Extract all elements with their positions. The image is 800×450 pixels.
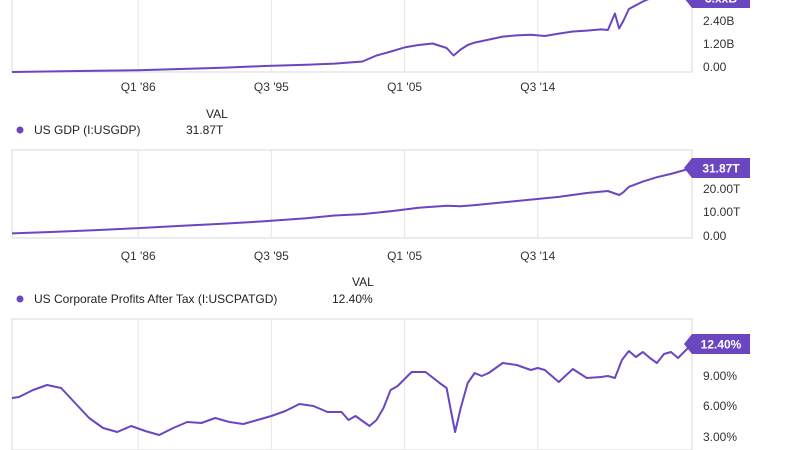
legend-series-name: US GDP (I:USGDP) [34, 123, 140, 137]
legend-series-name: US Corporate Profits After Tax (I:USCPAT… [34, 292, 277, 306]
y-tick-label: 1.20B [703, 37, 734, 51]
y-tick-label: 0.00 [703, 60, 727, 74]
x-tick-label: Q1 '05 [387, 249, 422, 263]
y-tick-label: 6.00% [703, 399, 737, 413]
x-tick-label: Q1 '05 [387, 80, 422, 94]
y-tick-label: 20.00T [703, 182, 741, 196]
legend-series-value: 12.40% [332, 292, 373, 306]
chart-panel-top: Q1 '86 Q3 '95 Q1 '05 Q3 '14 2.40B 1.20B 0.00 3.… [11, 0, 750, 94]
plot-frame [11, 0, 693, 73]
series-line [11, 343, 693, 436]
y-tick-label: 3.00% [703, 430, 737, 444]
last-value-badge: 3.xxB [685, 0, 750, 8]
x-tick-label: Q3 '14 [520, 80, 555, 94]
y-tick-label: 9.00% [703, 369, 737, 383]
x-tick-label: Q1 '86 [121, 249, 156, 263]
y-tick-label: 2.40B [703, 14, 734, 28]
legend-val-header: VAL [206, 107, 228, 121]
x-tick-label: Q3 '14 [520, 249, 555, 263]
last-value-badge: 31.87T [684, 158, 750, 178]
last-value-label: 3.xxB [705, 0, 737, 6]
chart-panel-gdp: Q1 '86 Q3 '95 Q1 '05 Q3 '14 20.00T 10.00T 0.00… [11, 149, 750, 263]
y-tick-label: 10.00T [703, 205, 741, 219]
chart-panel-profits: 9.00% 6.00% 3.00% 12.40% [11, 318, 750, 450]
x-tick-label: Q3 '95 [254, 80, 289, 94]
legend-series-value: 31.87T [186, 123, 224, 137]
legend-val-header: VAL [352, 275, 374, 289]
last-value-label: 12.40% [701, 338, 742, 352]
x-tick-label: Q1 '86 [121, 80, 156, 94]
series-line [11, 0, 649, 73]
plot-frame [11, 318, 693, 450]
legend-profits: VAL US Corporate Profits After Tax (I:US… [16, 275, 374, 306]
legend-dot [16, 126, 24, 134]
legend-gdp: VAL US GDP (I:USGDP) 31.87T [16, 107, 228, 137]
x-tick-label: Q3 '95 [254, 249, 289, 263]
series-line [11, 167, 693, 235]
y-tick-label: 0.00 [703, 229, 727, 243]
legend-dot [16, 295, 24, 303]
last-value-badge: 12.40% [684, 334, 750, 354]
last-value-label: 31.87T [702, 162, 740, 176]
plot-frame [11, 149, 693, 239]
